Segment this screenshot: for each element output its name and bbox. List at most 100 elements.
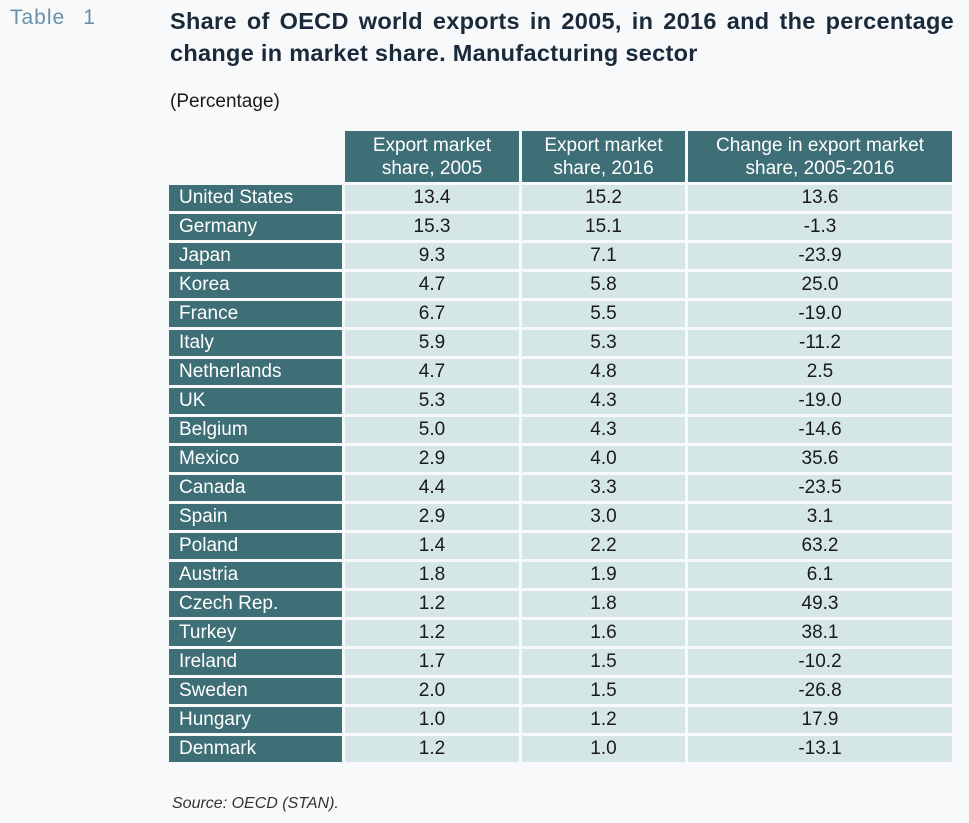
share-2005-cell: 5.0 — [345, 417, 519, 443]
share-2016-cell: 1.9 — [522, 562, 685, 588]
share-2016-cell: 1.0 — [522, 736, 685, 762]
share-2005-cell: 1.0 — [345, 707, 519, 733]
change-cell: 63.2 — [688, 533, 952, 559]
table-row: Italy 5.9 5.3 -11.2 — [169, 330, 952, 356]
source-note: Source: OECD (STAN). — [172, 795, 339, 812]
change-cell: -11.2 — [688, 330, 952, 356]
share-2016-cell: 15.2 — [522, 185, 685, 211]
share-2005-cell: 15.3 — [345, 214, 519, 240]
change-cell: -14.6 — [688, 417, 952, 443]
change-cell: 25.0 — [688, 272, 952, 298]
country-cell: Ireland — [169, 649, 342, 675]
share-2005-cell: 2.9 — [345, 446, 519, 472]
change-cell: -23.5 — [688, 475, 952, 501]
share-2016-cell: 1.8 — [522, 591, 685, 617]
table-label-text: Table — [10, 6, 66, 29]
share-2016-cell: 4.8 — [522, 359, 685, 385]
header-line: Change in export market — [715, 134, 925, 156]
table-number: 1 — [83, 6, 96, 29]
share-2016-cell: 15.1 — [522, 214, 685, 240]
change-cell: -23.9 — [688, 243, 952, 269]
table-row: France 6.7 5.5 -19.0 — [169, 301, 952, 327]
country-cell: Korea — [169, 272, 342, 298]
share-2016-cell: 4.3 — [522, 388, 685, 414]
table-row: UK 5.3 4.3 -19.0 — [169, 388, 952, 414]
table-row: Poland 1.4 2.2 63.2 — [169, 533, 952, 559]
table-row: Denmark 1.2 1.0 -13.1 — [169, 736, 952, 762]
country-cell: Italy — [169, 330, 342, 356]
header-change: Change in export market share, 2005-2016 — [688, 131, 952, 182]
table-body: United States 13.4 15.2 13.6 Germany 15.3 15.1… — [169, 185, 952, 762]
header-share-2016: Export market share, 2016 — [522, 131, 685, 182]
share-2005-cell: 1.8 — [345, 562, 519, 588]
table-row: Netherlands 4.7 4.8 2.5 — [169, 359, 952, 385]
country-cell: Mexico — [169, 446, 342, 472]
share-2005-cell: 6.7 — [345, 301, 519, 327]
table-row: Hungary 1.0 1.2 17.9 — [169, 707, 952, 733]
country-cell: Japan — [169, 243, 342, 269]
share-2005-cell: 1.2 — [345, 591, 519, 617]
country-cell: Belgium — [169, 417, 342, 443]
change-cell: -1.3 — [688, 214, 952, 240]
change-cell: 6.1 — [688, 562, 952, 588]
country-cell: Poland — [169, 533, 342, 559]
header-line: Export market — [544, 134, 663, 156]
table-row: Belgium 5.0 4.3 -14.6 — [169, 417, 952, 443]
share-2005-cell: 1.2 — [345, 620, 519, 646]
header-line: share, 2005-2016 — [745, 157, 895, 179]
header-line: Export market — [372, 134, 492, 156]
change-cell: 38.1 — [688, 620, 952, 646]
country-cell: UK — [169, 388, 342, 414]
share-2005-cell: 4.7 — [345, 272, 519, 298]
share-2016-cell: 5.3 — [522, 330, 685, 356]
header-line: share, 2016 — [553, 157, 654, 179]
table-subtitle: (Percentage) — [170, 91, 280, 112]
share-2005-cell: 1.2 — [345, 736, 519, 762]
change-cell: 49.3 — [688, 591, 952, 617]
header-blank-cell — [169, 131, 342, 182]
table-row: Turkey 1.2 1.6 38.1 — [169, 620, 952, 646]
share-2005-cell: 5.9 — [345, 330, 519, 356]
header-line: share, 2005 — [381, 157, 483, 179]
country-cell: Sweden — [169, 678, 342, 704]
table-row: Austria 1.8 1.9 6.1 — [169, 562, 952, 588]
change-cell: 13.6 — [688, 185, 952, 211]
table-row: Mexico 2.9 4.0 35.6 — [169, 446, 952, 472]
change-cell: -10.2 — [688, 649, 952, 675]
share-2016-cell: 1.2 — [522, 707, 685, 733]
share-2005-cell: 2.0 — [345, 678, 519, 704]
table-row: Czech Rep. 1.2 1.8 49.3 — [169, 591, 952, 617]
country-cell: Canada — [169, 475, 342, 501]
change-cell: 3.1 — [688, 504, 952, 530]
share-2016-cell: 5.8 — [522, 272, 685, 298]
table-row: Canada 4.4 3.3 -23.5 — [169, 475, 952, 501]
table-title: Share of OECD world exports in 2005, in … — [170, 8, 954, 66]
share-2005-cell: 1.7 — [345, 649, 519, 675]
country-cell: Germany — [169, 214, 342, 240]
change-cell: 2.5 — [688, 359, 952, 385]
change-cell: -19.0 — [688, 388, 952, 414]
country-cell: Turkey — [169, 620, 342, 646]
share-2005-cell: 9.3 — [345, 243, 519, 269]
share-2005-cell: 4.4 — [345, 475, 519, 501]
export-share-table: Export market share, 2005 Export market … — [166, 128, 955, 765]
table-row: Ireland 1.7 1.5 -10.2 — [169, 649, 952, 675]
share-2005-cell: 1.4 — [345, 533, 519, 559]
table-row: Korea 4.7 5.8 25.0 — [169, 272, 952, 298]
share-2005-cell: 4.7 — [345, 359, 519, 385]
country-cell: Spain — [169, 504, 342, 530]
table-row: United States 13.4 15.2 13.6 — [169, 185, 952, 211]
country-cell: Czech Rep. — [169, 591, 342, 617]
change-cell: -19.0 — [688, 301, 952, 327]
share-2005-cell: 5.3 — [345, 388, 519, 414]
country-cell: Austria — [169, 562, 342, 588]
change-cell: -13.1 — [688, 736, 952, 762]
share-2016-cell: 4.0 — [522, 446, 685, 472]
share-2016-cell: 5.5 — [522, 301, 685, 327]
share-2005-cell: 2.9 — [345, 504, 519, 530]
share-2016-cell: 3.0 — [522, 504, 685, 530]
country-cell: Denmark — [169, 736, 342, 762]
share-2016-cell: 4.3 — [522, 417, 685, 443]
table-row: Sweden 2.0 1.5 -26.8 — [169, 678, 952, 704]
table-row: Germany 15.3 15.1 -1.3 — [169, 214, 952, 240]
